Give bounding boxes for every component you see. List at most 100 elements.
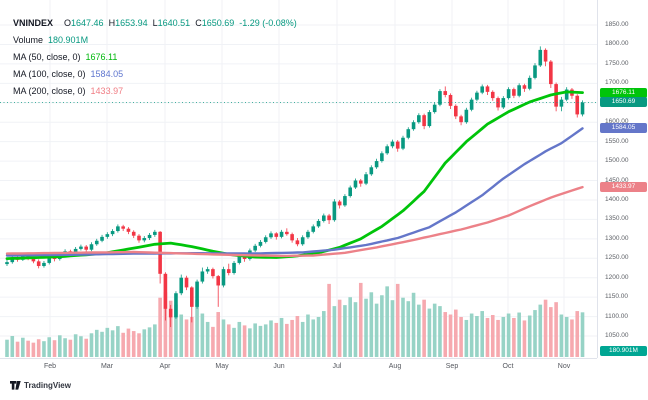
volume-bar bbox=[533, 310, 537, 357]
volume-bar bbox=[147, 327, 152, 357]
ma100-row[interactable]: MA (100, close, 0) 1584.05 bbox=[13, 66, 297, 83]
volume-bar bbox=[237, 321, 242, 357]
ma50-row[interactable]: MA (50, close, 0) 1676.11 bbox=[13, 49, 297, 66]
price-axis[interactable]: 1850.001800.001750.001700.001650.001600.… bbox=[597, 0, 648, 358]
candle-body bbox=[100, 236, 104, 241]
candle-body bbox=[390, 141, 395, 147]
candle-body bbox=[105, 234, 110, 237]
volume-bar bbox=[395, 283, 400, 357]
candle-body bbox=[527, 77, 532, 89]
x-axis-month-label: May bbox=[215, 363, 229, 370]
volume-bar bbox=[52, 340, 57, 357]
volume-value: 180.901M bbox=[48, 35, 89, 45]
candle-body bbox=[512, 89, 516, 96]
volume-bar bbox=[454, 309, 458, 357]
volume-bar bbox=[390, 300, 395, 357]
candle-body bbox=[200, 271, 205, 282]
candle-body bbox=[263, 237, 268, 242]
x-axis-month-label: Jun bbox=[273, 363, 285, 370]
x-axis-month-label: Apr bbox=[159, 363, 171, 370]
x-axis-month-label: Nov bbox=[557, 363, 571, 370]
candle-body bbox=[343, 196, 347, 206]
open-value: 1647.46 bbox=[71, 18, 104, 28]
volume-bar bbox=[42, 341, 46, 357]
symbol-ohlc-row[interactable]: VNINDEX O1647.46 H1653.94 L1640.51 C1650.69-… bbox=[13, 15, 297, 32]
candle-body bbox=[131, 231, 136, 236]
candle-body bbox=[174, 293, 178, 318]
volume-bar bbox=[232, 327, 236, 357]
candle-body bbox=[427, 112, 432, 127]
candle-body bbox=[142, 238, 147, 241]
volume-bar bbox=[327, 283, 331, 357]
high-value: 1653.94 bbox=[115, 18, 148, 28]
ma200-line[interactable] bbox=[5, 185, 584, 258]
volume-bar bbox=[31, 342, 36, 357]
volume-bar bbox=[480, 311, 484, 357]
candle-body bbox=[538, 49, 543, 66]
y-axis-tick: 1150.00 bbox=[605, 293, 629, 301]
volume-bar bbox=[369, 292, 374, 357]
volume-bar bbox=[68, 339, 73, 357]
volume-bar bbox=[337, 299, 342, 357]
ma100-line[interactable] bbox=[5, 127, 584, 257]
tradingview-attribution[interactable]: TradingView bbox=[10, 381, 71, 390]
volume-bar bbox=[380, 295, 384, 357]
volume-bar bbox=[496, 319, 500, 357]
volume-bar bbox=[517, 312, 521, 357]
candle-body bbox=[406, 129, 411, 138]
x-axis-month-label: Mar bbox=[100, 363, 114, 370]
candle-body bbox=[31, 258, 36, 262]
candle-body bbox=[116, 226, 120, 232]
volume-bar bbox=[374, 303, 379, 357]
candle-body bbox=[84, 246, 88, 250]
volume-bar bbox=[200, 313, 205, 357]
candle-body bbox=[469, 99, 474, 110]
open-label: O bbox=[64, 18, 72, 28]
ma100-value: 1584.05 bbox=[90, 69, 124, 79]
price-badge: 1433.97 bbox=[600, 181, 647, 192]
candle-body bbox=[232, 262, 236, 274]
volume-bar bbox=[269, 320, 273, 357]
candle-body bbox=[464, 109, 469, 123]
volume-bar bbox=[131, 331, 136, 357]
volume-bar bbox=[195, 299, 199, 357]
price-chart-canvas[interactable] bbox=[0, 0, 597, 358]
ma200-label: MA (200, close, 0) bbox=[13, 86, 86, 96]
low-value: 1640.51 bbox=[157, 18, 191, 28]
volume-bar bbox=[274, 322, 279, 357]
candle-body bbox=[522, 85, 527, 89]
volume-bar bbox=[406, 301, 411, 357]
close-label: C bbox=[195, 18, 202, 28]
volume-bar bbox=[522, 320, 527, 357]
candle-body bbox=[438, 91, 442, 105]
volume-bar bbox=[353, 302, 358, 357]
volume-bar bbox=[443, 312, 448, 357]
volume-bar bbox=[26, 340, 30, 357]
volume-bar bbox=[538, 304, 543, 357]
low-label: L bbox=[152, 18, 158, 28]
ma100-label: MA (100, close, 0) bbox=[13, 69, 86, 79]
volume-bar bbox=[501, 316, 506, 357]
candle-body bbox=[575, 95, 580, 115]
candle-body bbox=[501, 98, 506, 108]
volume-bar bbox=[216, 312, 220, 357]
x-axis-month-label: Aug bbox=[388, 363, 402, 370]
candle-body bbox=[559, 99, 564, 107]
y-axis-tick: 1800.00 bbox=[605, 40, 629, 48]
candle-body bbox=[237, 255, 242, 263]
x-axis-month-label: Feb bbox=[43, 363, 57, 370]
candle-body bbox=[485, 86, 490, 92]
volume-bar bbox=[490, 315, 495, 357]
volume-bar bbox=[332, 306, 337, 357]
volume-bar bbox=[554, 302, 558, 357]
ma200-row[interactable]: MA (200, close, 0) 1433.97 bbox=[13, 83, 297, 100]
ma50-line[interactable] bbox=[5, 90, 584, 260]
candle-body bbox=[5, 262, 9, 265]
y-axis-tick: 1100.00 bbox=[605, 312, 629, 320]
candle-body bbox=[554, 84, 558, 107]
volume-bar bbox=[570, 319, 574, 357]
time-axis[interactable]: Feb Mar Apr May Jun Jul Aug Sep Oct Nov bbox=[0, 358, 597, 376]
volume-bar bbox=[211, 326, 215, 357]
volume-bar bbox=[285, 323, 289, 357]
volume-row[interactable]: Volume 180.901M bbox=[13, 32, 297, 49]
